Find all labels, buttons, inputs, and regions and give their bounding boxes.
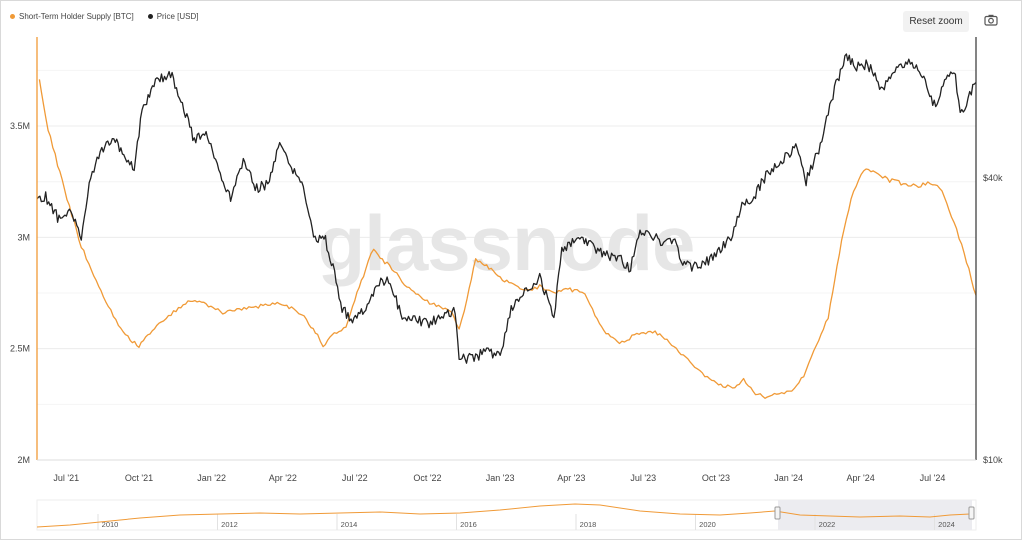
legend-item-price[interactable]: Price [USD]: [147, 12, 199, 21]
legend-label-price: Price [USD]: [156, 12, 199, 21]
reset-zoom-button[interactable]: Reset zoom: [903, 11, 969, 32]
legend-item-sth-supply[interactable]: Short-Term Holder Supply [BTC]: [10, 12, 134, 21]
legend-marker-price: [147, 14, 153, 19]
legend-label-sth-supply: Short-Term Holder Supply [BTC]: [19, 12, 134, 21]
legend-marker-sth-supply: [10, 14, 15, 19]
camera-icon[interactable]: [984, 13, 998, 27]
legend: Short-Term Holder Supply [BTC] Price [US…: [10, 12, 199, 21]
